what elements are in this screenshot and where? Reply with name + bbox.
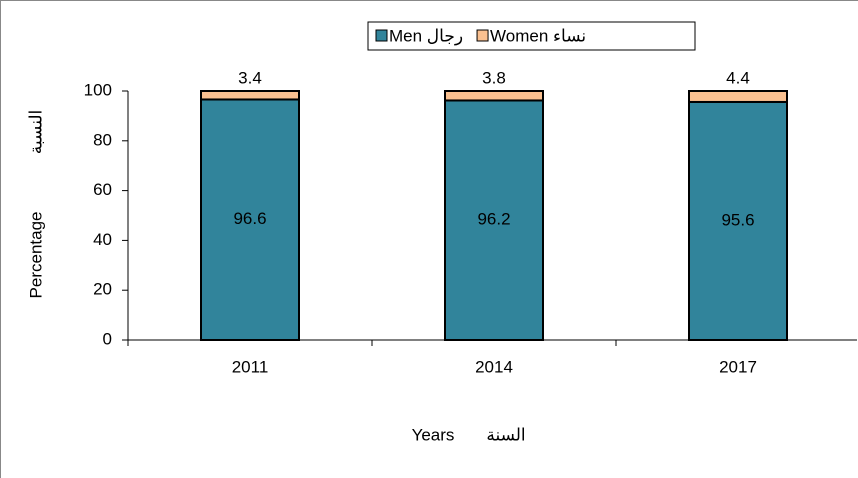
legend-label: Women نساء bbox=[490, 26, 586, 45]
data-label: 4.4 bbox=[726, 68, 750, 87]
y-tick-label: 20 bbox=[93, 280, 112, 299]
x-axis-label-ar: السنة bbox=[486, 425, 525, 444]
x-tick-label: 2011 bbox=[232, 357, 269, 376]
legend-box bbox=[367, 21, 696, 51]
bar-segment bbox=[688, 90, 788, 103]
y-axis-label-ar: النسبة bbox=[26, 110, 45, 154]
bar-segment bbox=[444, 99, 544, 341]
legend-swatch bbox=[375, 29, 388, 42]
y-tick-label: 0 bbox=[103, 329, 112, 348]
legend: Men رجال Women نساء bbox=[367, 21, 696, 51]
legend-swatch bbox=[476, 29, 489, 42]
y-tick-label: 80 bbox=[93, 130, 112, 149]
data-label: 96.6 bbox=[233, 209, 266, 228]
data-label: 95.6 bbox=[721, 210, 754, 229]
data-label: 3.8 bbox=[482, 68, 506, 87]
x-tick-label: 2017 bbox=[719, 357, 757, 376]
bar-segment bbox=[200, 90, 300, 101]
y-tick-label: 60 bbox=[93, 180, 112, 199]
y-tick-label: 100 bbox=[84, 80, 112, 99]
data-label: 96.2 bbox=[477, 210, 510, 229]
y-tick-label: 40 bbox=[93, 230, 112, 249]
y-axis-label: Percentage bbox=[26, 212, 45, 299]
bar-segment bbox=[688, 100, 788, 342]
legend-label: Men رجال bbox=[389, 26, 463, 45]
bar-segment bbox=[444, 90, 544, 102]
x-tick-label: 2014 bbox=[475, 357, 513, 376]
x-axis-label: Years bbox=[412, 425, 455, 444]
data-label: 3.4 bbox=[238, 68, 262, 87]
